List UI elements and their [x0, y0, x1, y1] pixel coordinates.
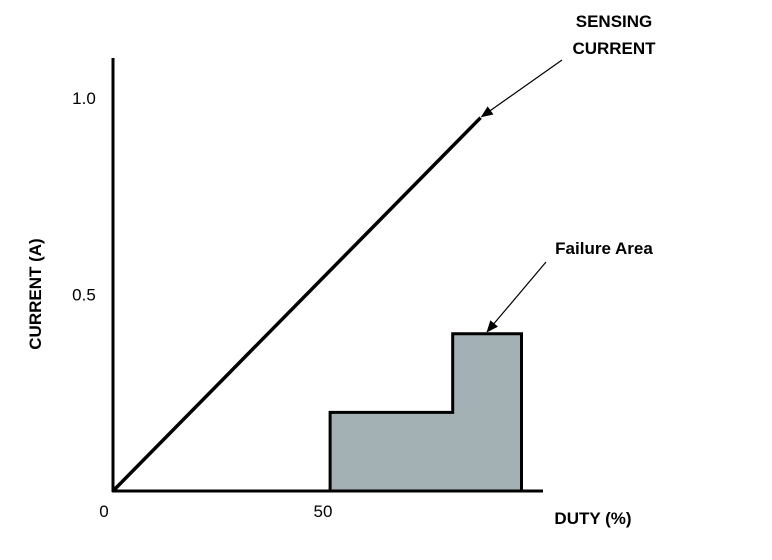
annotations-layer: SENSING CURRENT Failure Area — [480, 12, 656, 333]
ticks-layer: 0 50 0.5 1.0 — [72, 89, 332, 521]
y-tick-label: 0.5 — [72, 286, 96, 305]
sensing-current-annotation-line: CURRENT — [572, 39, 656, 58]
failure-area-region — [328, 332, 523, 493]
x-axis-label: DUTY (%) — [554, 509, 631, 528]
regions-layer — [328, 332, 523, 493]
y-tick-label: 1.0 — [72, 89, 96, 108]
sensing-current-arrow — [480, 59, 563, 118]
y-axis-label: CURRENT (A) — [26, 238, 45, 349]
sensing-current-line — [111, 116, 482, 493]
sensing-current-annotation-line: SENSING — [576, 12, 653, 31]
failure-area-arrow — [486, 261, 547, 333]
x-tick-label: 0 — [99, 502, 108, 521]
x-tick-label: 50 — [314, 502, 333, 521]
failure-area-annotation-text: Failure Area — [555, 239, 653, 258]
series-layer — [111, 116, 482, 493]
